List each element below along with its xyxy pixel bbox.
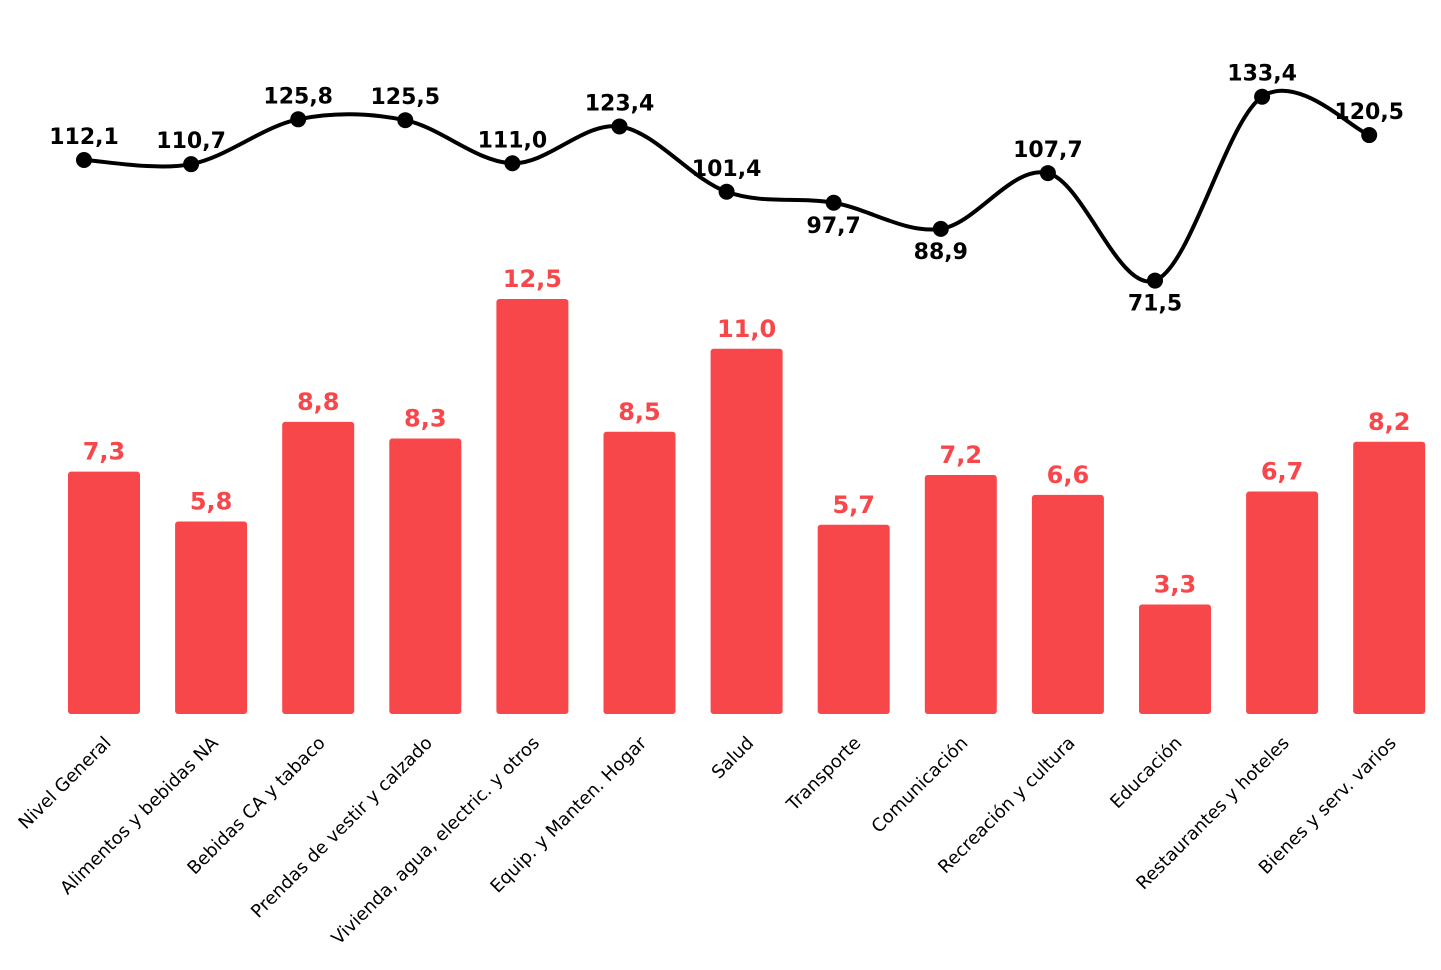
line-point (76, 152, 92, 168)
line-point (1147, 272, 1163, 289)
category-label: Nivel General (15, 733, 116, 834)
line-point (290, 111, 307, 128)
line-point (504, 155, 521, 172)
bar-value-label: 6,7 (1261, 458, 1304, 486)
category-label: Comunicación (868, 733, 973, 838)
line-value-label: 101,4 (692, 157, 762, 182)
line-value-label: 111,0 (478, 128, 548, 153)
line-value-label: 133,4 (1227, 62, 1297, 87)
line-value-label: 125,8 (263, 84, 333, 109)
bar (1031, 494, 1104, 714)
bar (603, 431, 676, 714)
bar-value-label: 7,2 (940, 441, 983, 469)
line-value-label: 125,5 (371, 85, 441, 110)
bar-value-label: 8,3 (404, 404, 447, 432)
line-series-path (82, 88, 1372, 284)
bar-value-label: 8,8 (297, 388, 340, 416)
line-points (76, 88, 1378, 289)
category-label: Vivienda, agua, electric. y otros (328, 733, 544, 949)
bar-value-label: 11,0 (717, 315, 776, 343)
bar-value-label: 8,2 (1368, 408, 1411, 436)
bar (496, 299, 569, 714)
bar (924, 474, 997, 714)
category-label: Transporte (782, 733, 865, 816)
line-point (183, 156, 200, 173)
category-label: Educación (1106, 733, 1186, 813)
line-value-label: 97,7 (807, 214, 861, 239)
line-point (1254, 88, 1271, 105)
bar (1139, 604, 1211, 714)
bar-value-label: 3,3 (1154, 570, 1197, 598)
bar-value-label: 8,5 (618, 398, 661, 426)
line-point (1039, 165, 1056, 182)
category-label: Prendas de vestir y calzado (247, 733, 437, 923)
line-value-label: 88,9 (914, 240, 968, 265)
line-value-label: 110,7 (156, 129, 226, 154)
line-point (1361, 127, 1378, 144)
bar (1353, 441, 1426, 714)
line-value-labels: 112,1 110,7 125,8 125,5 111,0 123,4 101,4 97,7 8… (49, 62, 1404, 317)
line-value-label: 107,7 (1013, 138, 1083, 163)
bar-value-labels: 7,3 5,8 8,8 8,3 12,5 8,5 11,0 5,7 7,2 6,6 3,3 6,7 8,… (83, 265, 1411, 598)
bar (817, 524, 890, 714)
bar-value-label: 5,7 (832, 491, 875, 519)
line-point (718, 183, 735, 200)
line-point (932, 220, 949, 237)
line-point (825, 194, 842, 211)
line-point (397, 112, 414, 129)
line-value-label: 71,5 (1128, 292, 1182, 317)
bar-series (68, 299, 1426, 714)
line-value-label: 123,4 (585, 91, 655, 116)
bar (1246, 491, 1319, 714)
bar-value-label: 5,8 (190, 487, 233, 515)
bar-value-label: 7,3 (83, 438, 126, 466)
bar (282, 421, 355, 714)
bar (710, 348, 783, 714)
bar (68, 471, 140, 714)
category-label: Salud (708, 733, 758, 783)
bar (175, 521, 248, 714)
bar-value-label: 6,6 (1047, 461, 1090, 489)
line-value-label: 120,5 (1334, 100, 1404, 125)
line-value-label: 112,1 (49, 125, 119, 150)
bar (389, 438, 462, 714)
bar-value-label: 12,5 (503, 265, 562, 293)
line-point (611, 118, 628, 135)
